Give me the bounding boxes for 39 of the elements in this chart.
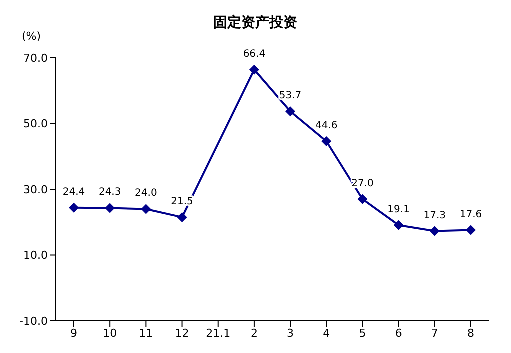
point bbox=[430, 226, 440, 236]
point bbox=[177, 212, 188, 222]
point bbox=[466, 225, 476, 236]
data-label: 17.6 bbox=[460, 209, 482, 220]
data-label: 66.4 bbox=[243, 48, 266, 60]
point bbox=[141, 204, 152, 214]
x-tick-label: 9 bbox=[70, 326, 78, 340]
x-tick-label: 11 bbox=[139, 326, 154, 340]
point bbox=[249, 64, 260, 75]
x-tick-label: 6 bbox=[395, 326, 402, 340]
data-label: 53.7 bbox=[279, 90, 302, 102]
data-label: 24.3 bbox=[98, 187, 122, 198]
y-tick-label: 70.0 bbox=[24, 52, 48, 65]
x-tick-label: 7 bbox=[431, 326, 438, 340]
point bbox=[394, 220, 404, 230]
data-label: 17.3 bbox=[424, 210, 446, 222]
y-tick-label: 10.0 bbox=[24, 249, 48, 262]
x-tick-label: 4 bbox=[323, 326, 330, 340]
point bbox=[69, 202, 79, 213]
data-label: 19.1 bbox=[388, 204, 410, 216]
x-tick-label: 21.1 bbox=[206, 326, 231, 340]
y-tick-label: -10.0 bbox=[20, 314, 48, 328]
point bbox=[286, 106, 296, 117]
y-tick-label: 30.0 bbox=[24, 183, 48, 196]
chart-title: 固定资产投资 bbox=[214, 15, 298, 31]
point bbox=[358, 194, 368, 204]
x-tick-label: 5 bbox=[359, 326, 366, 340]
y-tick-label: 50.0 bbox=[24, 118, 48, 131]
data-label: 24.4 bbox=[62, 186, 86, 198]
x-tick-label: 3 bbox=[287, 326, 294, 340]
x-tick-label: 2 bbox=[250, 326, 258, 340]
point bbox=[105, 203, 116, 214]
point bbox=[322, 136, 332, 147]
data-label: 44.6 bbox=[316, 120, 338, 132]
y-axis-title: (%) bbox=[22, 30, 42, 43]
x-tick-label: 10 bbox=[103, 326, 118, 340]
x-tick-label: 12 bbox=[175, 326, 190, 340]
data-label: 24.0 bbox=[135, 188, 158, 200]
x-tick-label: 8 bbox=[468, 326, 474, 340]
